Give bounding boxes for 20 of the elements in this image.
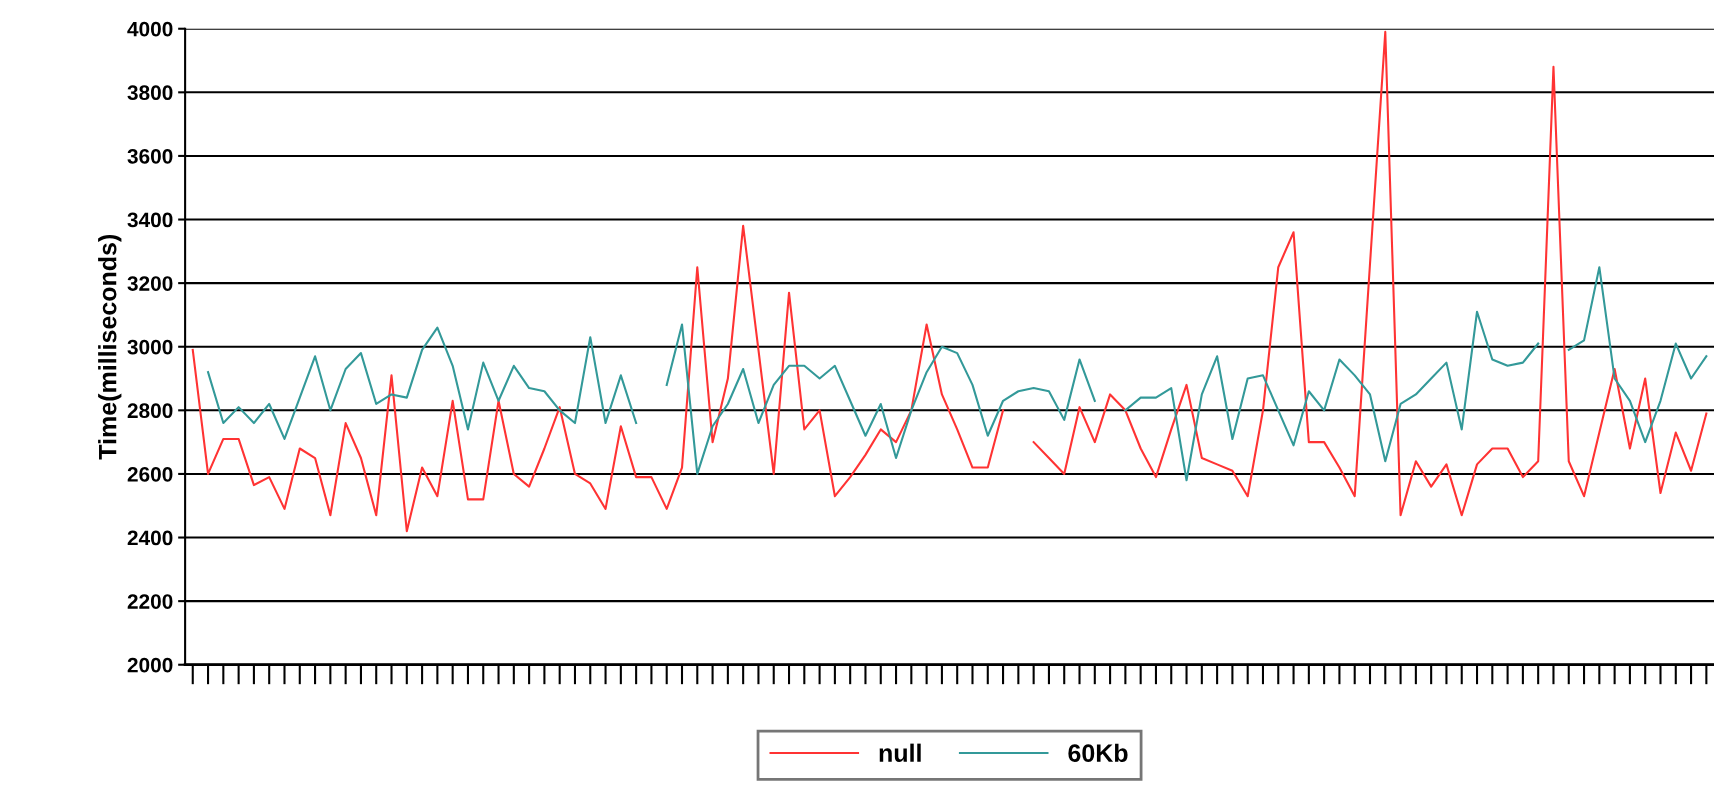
line-series: [1124, 310, 1540, 482]
y-tick-label: 3400: [127, 212, 173, 228]
line-series: [1567, 266, 1708, 444]
line-series: [191, 224, 1005, 533]
y-tick-label: 2000: [127, 657, 173, 673]
y-tick-label: 2800: [127, 403, 173, 419]
y-tick-label: 3600: [127, 148, 173, 164]
y-tick-label: 3200: [127, 276, 173, 291]
y-tick-label: 2600: [127, 466, 173, 482]
line-series: [207, 326, 638, 440]
y-tick-label: 2200: [127, 594, 173, 609]
y-tick-label: 3800: [127, 85, 173, 101]
line-series: [665, 323, 1096, 475]
y-tick-label: 2400: [127, 530, 173, 546]
y-tick-label: 4000: [127, 21, 173, 37]
legend-label: null: [879, 743, 921, 762]
legend-label: 60Kb: [1068, 743, 1128, 762]
line-series: [1032, 30, 1708, 517]
y-tick-label: 3000: [127, 339, 173, 355]
y-axis-title: Time(milliseconds): [98, 234, 122, 460]
